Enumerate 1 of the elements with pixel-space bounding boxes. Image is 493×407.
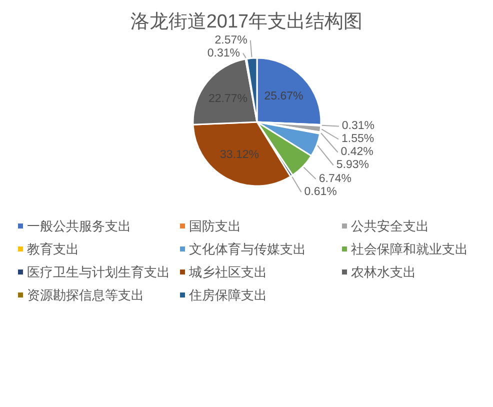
title: 洛龙街道2017年支出结构图: [130, 12, 363, 32]
